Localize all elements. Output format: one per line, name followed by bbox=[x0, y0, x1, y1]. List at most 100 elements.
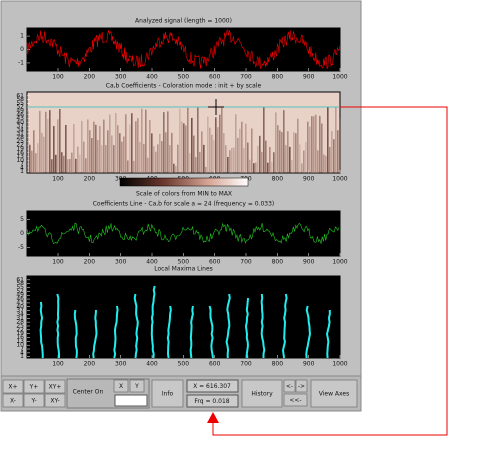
scalogram-stripe bbox=[125, 114, 127, 173]
scalogram-stripe bbox=[217, 127, 219, 173]
history-forward[interactable] bbox=[295, 379, 308, 393]
scalogram-stripe bbox=[185, 125, 187, 173]
x-tick-label: 200 bbox=[84, 259, 96, 266]
x-value: X = 616.307 bbox=[193, 383, 231, 390]
scalogram-stripe bbox=[273, 152, 275, 173]
scalogram-stripe bbox=[225, 145, 227, 173]
y-tick-label: 4 bbox=[20, 164, 24, 171]
maxima-line bbox=[244, 297, 250, 359]
scalogram-stripe bbox=[209, 127, 211, 173]
scalogram-stripe bbox=[163, 112, 165, 173]
scalogram-stripe bbox=[179, 108, 181, 173]
scalogram-stripe bbox=[153, 146, 155, 173]
scalogram-stripe bbox=[59, 108, 61, 173]
center-y-button[interactable] bbox=[129, 379, 145, 393]
scalogram-stripe bbox=[81, 120, 83, 173]
info-button[interactable] bbox=[151, 379, 184, 408]
maxima-line bbox=[150, 285, 156, 359]
scalogram-stripe bbox=[115, 112, 117, 173]
scalogram-stripe bbox=[79, 154, 81, 173]
y-tick-label: 58 bbox=[16, 96, 24, 103]
y-tick-label: 52 bbox=[16, 104, 24, 111]
scalogram-stripe bbox=[151, 133, 153, 173]
history-reset[interactable] bbox=[283, 393, 308, 407]
panel-title: Analyzed signal (length = 1000) bbox=[135, 18, 232, 25]
scalogram-stripe bbox=[187, 107, 189, 173]
scalogram-stripe bbox=[335, 107, 337, 173]
x-tick-label: 500 bbox=[178, 361, 190, 368]
scalogram-stripe bbox=[161, 141, 163, 173]
scalogram-stripe bbox=[71, 152, 73, 173]
scalogram-stripe bbox=[57, 119, 59, 173]
scalogram-stripe bbox=[223, 133, 225, 173]
scalogram-stripe bbox=[329, 146, 331, 173]
x-tick-label: 1000 bbox=[332, 259, 347, 266]
maxima-line bbox=[166, 305, 172, 359]
y-tick-label: 5 bbox=[20, 216, 24, 223]
center-x-button-label: X bbox=[119, 383, 123, 390]
zoom-button[interactable] bbox=[44, 379, 66, 394]
scalogram-stripe bbox=[333, 139, 335, 173]
scalogram-stripe bbox=[47, 119, 49, 173]
x-tick-label: 900 bbox=[303, 361, 315, 368]
y-tick-label: 61 bbox=[16, 276, 24, 283]
x-tick-label: 100 bbox=[52, 74, 64, 81]
annotation-line bbox=[212, 106, 448, 436]
center-x-button[interactable] bbox=[113, 379, 129, 393]
x-tick-label: 200 bbox=[84, 176, 96, 183]
y-tick-label: 46 bbox=[16, 111, 24, 118]
scalogram-stripe bbox=[177, 144, 179, 173]
x-tick-label: 500 bbox=[178, 74, 190, 81]
colorbar-label: Scale of colors from MIN to MAX bbox=[136, 191, 232, 198]
y-tick-label: 49 bbox=[16, 292, 24, 299]
scalogram-stripe bbox=[111, 135, 113, 173]
maxima-line bbox=[208, 305, 214, 359]
y-tick-label: 52 bbox=[16, 288, 24, 295]
scalogram-stripe bbox=[181, 121, 183, 173]
y-tick-label: 34 bbox=[16, 311, 24, 318]
scalogram-stripe bbox=[41, 132, 43, 173]
scalogram-stripe bbox=[279, 130, 281, 173]
zoom-button[interactable] bbox=[44, 393, 66, 408]
x-tick-label: 100 bbox=[52, 361, 64, 368]
scalogram-stripe bbox=[299, 144, 301, 173]
x-tick-label: 400 bbox=[146, 74, 158, 81]
zoom-button[interactable] bbox=[23, 393, 45, 408]
x-value-box bbox=[186, 379, 239, 393]
scalogram-stripe bbox=[255, 162, 257, 173]
scalogram-stripe bbox=[39, 110, 41, 173]
scalogram-stripe bbox=[283, 110, 285, 173]
scalogram-stripe bbox=[87, 119, 89, 173]
axes-area bbox=[26, 275, 341, 359]
history-button[interactable] bbox=[241, 379, 283, 408]
history-back[interactable] bbox=[283, 379, 296, 393]
scalogram-stripe bbox=[67, 159, 69, 173]
y-tick-label: 10 bbox=[16, 157, 24, 164]
maxima-line bbox=[133, 293, 139, 359]
scalogram-stripe bbox=[131, 113, 133, 173]
y-tick-label: 46 bbox=[16, 296, 24, 303]
scalogram-stripe bbox=[33, 130, 35, 173]
scalogram-stripe bbox=[29, 144, 31, 173]
scalogram-stripe bbox=[61, 152, 63, 173]
scalogram-stripe bbox=[189, 153, 191, 173]
y-tick-label: 10 bbox=[16, 342, 24, 349]
x-tick-label: 900 bbox=[303, 176, 315, 183]
maxima-line bbox=[225, 293, 231, 359]
scalogram-stripe bbox=[207, 116, 209, 173]
scalogram-stripe bbox=[165, 132, 167, 173]
zoom-button[interactable] bbox=[2, 393, 24, 408]
view-axes-button[interactable] bbox=[310, 379, 358, 408]
scalogram-stripe bbox=[215, 117, 217, 173]
x-tick-label: 200 bbox=[84, 74, 96, 81]
scalogram-stripe bbox=[245, 123, 247, 173]
scalogram-stripe bbox=[267, 162, 269, 173]
zoom-button[interactable] bbox=[2, 379, 24, 394]
zoom-button-label: X- bbox=[10, 398, 16, 405]
y-tick-label: 16 bbox=[16, 149, 24, 156]
zoom-button[interactable] bbox=[23, 379, 45, 394]
scalogram-stripe bbox=[63, 155, 65, 173]
maxima-line bbox=[282, 293, 288, 359]
center-input[interactable] bbox=[114, 394, 148, 407]
scalogram-stripe bbox=[221, 107, 223, 173]
